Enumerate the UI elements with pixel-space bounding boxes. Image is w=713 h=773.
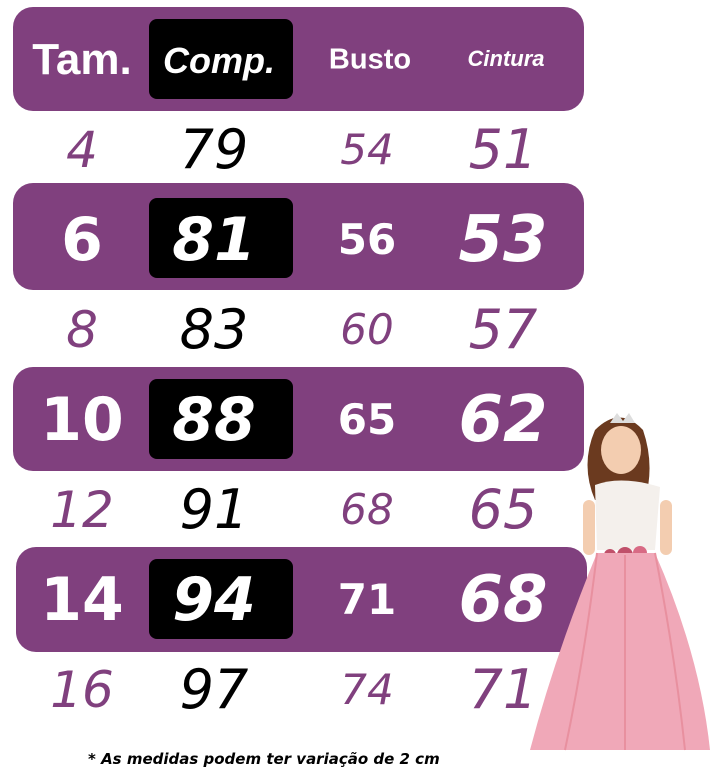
cell-busto: 56: [337, 215, 397, 264]
comp-box: [149, 559, 293, 639]
cell-tam: 6: [61, 205, 103, 275]
header-cintura: Cintura: [467, 46, 545, 71]
cell-comp: 91: [179, 478, 249, 541]
cell-tam: 16: [50, 661, 114, 719]
cell-cintura: 62: [458, 383, 548, 457]
row-band: [13, 367, 584, 471]
row-band: [16, 547, 587, 652]
header-comp: Comp.: [163, 40, 275, 81]
row-band: [13, 183, 584, 290]
cell-cintura: 71: [468, 658, 538, 721]
cell-comp: 81: [172, 205, 256, 275]
comp-header-box: [149, 19, 293, 99]
cell-comp: 97: [179, 658, 249, 721]
header-busto: Busto: [328, 43, 412, 76]
footnote: * As medidas podem ter variação de 2 cm: [88, 750, 440, 768]
cell-tam: 4: [66, 121, 98, 179]
face: [601, 426, 641, 474]
comp-box: [149, 379, 293, 459]
cell-tam: 8: [66, 301, 98, 359]
cell-cintura: 65: [468, 478, 538, 541]
cell-busto: 54: [340, 125, 394, 174]
arm: [660, 500, 672, 555]
cell-cintura: 68: [458, 563, 548, 637]
header-band: [13, 7, 584, 111]
cell-busto: 74: [340, 665, 394, 714]
cell-tam: 14: [40, 565, 124, 635]
cell-comp: 94: [172, 565, 256, 635]
dress-top: [595, 480, 660, 550]
cell-comp: 79: [179, 118, 249, 181]
girl-in-pink-dress-photo: [530, 413, 710, 751]
cell-tam: 10: [40, 385, 124, 455]
cell-cintura: 53: [458, 203, 548, 277]
arm: [583, 500, 595, 555]
cell-busto: 71: [337, 575, 397, 624]
cell-busto: 65: [337, 395, 397, 444]
cell-busto: 68: [340, 485, 394, 534]
cell-tam: 12: [50, 481, 114, 539]
cell-cintura: 51: [468, 118, 538, 181]
dress-skirt: [530, 553, 710, 750]
cell-cintura: 57: [468, 298, 538, 361]
cell-comp: 83: [179, 298, 249, 361]
cell-busto: 60: [340, 305, 394, 354]
header-tam: Tam.: [32, 35, 132, 84]
tiara-icon: [610, 413, 635, 423]
cell-comp: 88: [172, 385, 256, 455]
comp-box: [149, 198, 293, 278]
